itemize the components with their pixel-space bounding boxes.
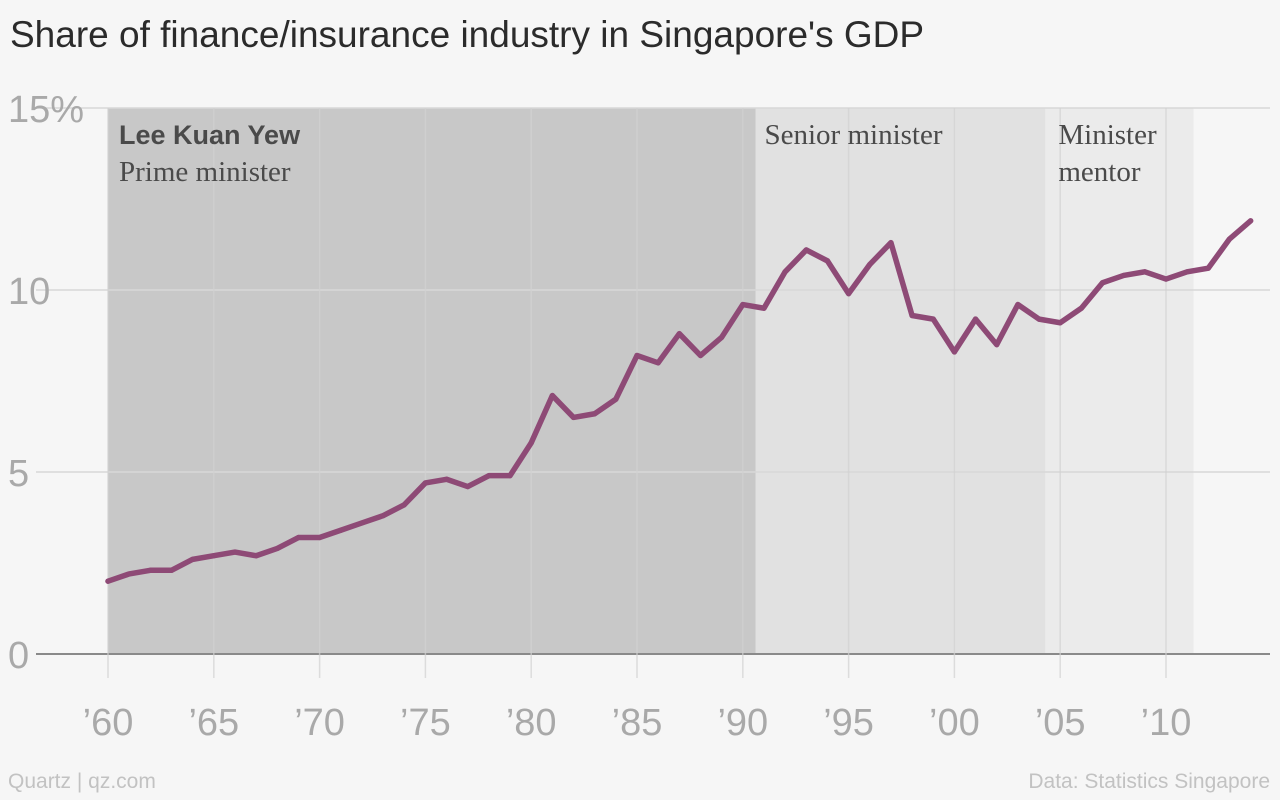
y-tick-label-3: 0 <box>8 635 29 677</box>
data-point-1970 <box>317 534 323 541</box>
data-point-1995 <box>846 291 852 297</box>
data-point-2009 <box>1142 269 1148 275</box>
source-text: Data: Statistics Singapore <box>1028 770 1270 793</box>
data-point-1993 <box>803 247 809 253</box>
data-point-1977 <box>465 483 471 490</box>
x-tick-label-4: ’80 <box>506 702 557 744</box>
data-point-1968 <box>274 545 280 552</box>
data-point-1985 <box>634 352 640 359</box>
data-point-2002 <box>994 342 1000 348</box>
data-point-1989 <box>719 334 725 340</box>
x-tick-label-10: ’10 <box>1141 702 1192 744</box>
data-point-1965 <box>211 553 217 559</box>
y-tick-label-2: 5 <box>8 453 29 495</box>
data-point-2006 <box>1078 305 1084 311</box>
y-tick-label-1: 10 <box>8 271 50 313</box>
x-tick-label-3: ’75 <box>400 702 451 744</box>
x-tick-label-6: ’90 <box>717 702 768 744</box>
data-point-2001 <box>972 316 979 322</box>
data-point-2014 <box>1248 218 1254 224</box>
data-point-1972 <box>359 520 365 526</box>
gridlines <box>36 107 1270 678</box>
data-point-1992 <box>782 269 788 275</box>
data-point-1987 <box>676 331 682 337</box>
data-point-1961 <box>126 571 132 577</box>
data-point-1984 <box>613 396 619 402</box>
data-point-1963 <box>168 567 175 573</box>
data-point-2012 <box>1205 265 1211 271</box>
x-tick-label-9: ’05 <box>1035 702 1086 744</box>
x-axis-ticks: ’60 ’65 ’70 ’75 ’80 ’85 ’90 ’95 ’00 ’05 ’10 <box>83 702 1192 744</box>
data-point-1997 <box>888 240 894 246</box>
region-label-2-line-1: mentor <box>1058 156 1140 188</box>
x-tick-label-5: ’85 <box>612 702 663 744</box>
data-point-2003 <box>1015 301 1021 308</box>
data-point-2005 <box>1057 320 1063 326</box>
data-point-1976 <box>443 476 450 482</box>
region-band-1 <box>755 108 1046 654</box>
data-point-2008 <box>1121 272 1127 279</box>
data-point-1967 <box>253 553 259 559</box>
data-point-1973 <box>380 513 386 519</box>
data-point-1999 <box>930 316 936 322</box>
x-tick-label-0: ’60 <box>83 702 134 744</box>
data-point-1994 <box>824 258 831 264</box>
region-label-0: Prime minister <box>119 156 291 188</box>
data-point-1996 <box>867 261 873 268</box>
tenure-regions <box>108 108 1194 654</box>
data-point-1966 <box>232 549 238 555</box>
data-point-1979 <box>507 473 513 479</box>
y-axis-ticks: 15% 10 5 0 <box>8 89 84 677</box>
data-point-1986 <box>655 360 661 366</box>
data-point-1978 <box>486 473 492 479</box>
data-point-1991 <box>761 305 767 311</box>
region-band-0 <box>108 108 756 654</box>
x-tick-label-1: ’65 <box>188 702 239 744</box>
x-tick-label-7: ’95 <box>823 702 874 744</box>
region-label-bold-0: Lee Kuan Yew <box>119 120 301 150</box>
y-tick-label-0: 15% <box>8 89 84 131</box>
data-point-1971 <box>338 527 344 533</box>
data-point-1969 <box>295 534 302 541</box>
data-point-1983 <box>592 411 598 417</box>
region-label-1: Senior minister <box>764 119 942 151</box>
data-point-2004 <box>1036 316 1042 322</box>
x-tick-label-2: ’70 <box>294 702 345 744</box>
data-series <box>105 218 1254 584</box>
data-point-1960 <box>105 578 111 584</box>
region-label-2-line-0: Minister <box>1058 119 1157 151</box>
data-point-1974 <box>401 502 407 508</box>
data-point-1988 <box>697 352 704 359</box>
x-tick-label-8: ’00 <box>929 702 980 744</box>
credit-text: Quartz | qz.com <box>8 770 156 793</box>
data-point-2000 <box>951 349 958 355</box>
chart-title: Share of finance/insurance industry in S… <box>10 14 925 55</box>
region-labels: Lee Kuan Yew Prime minister Senior ministe… <box>119 119 1157 188</box>
data-point-1962 <box>147 567 153 573</box>
data-point-1981 <box>549 392 555 399</box>
data-point-2010 <box>1163 276 1169 282</box>
data-point-1990 <box>740 301 746 308</box>
data-point-1964 <box>190 556 196 562</box>
data-point-2013 <box>1226 236 1233 242</box>
region-band-2 <box>1045 108 1194 654</box>
data-point-1998 <box>909 312 915 319</box>
data-point-2011 <box>1184 269 1190 275</box>
data-point-2007 <box>1099 280 1106 286</box>
data-point-1982 <box>570 414 577 420</box>
data-point-1975 <box>422 480 428 486</box>
data-point-1980 <box>528 440 534 446</box>
